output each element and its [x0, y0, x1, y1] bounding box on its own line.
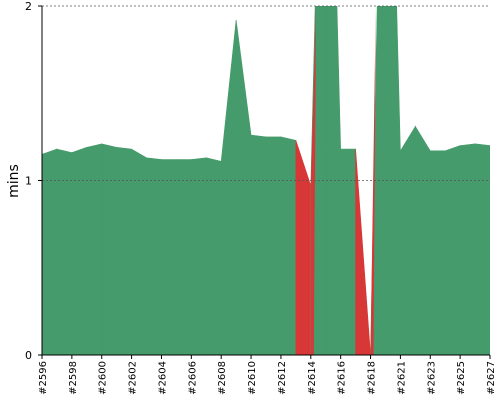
x-tick-label: #2596 [38, 361, 49, 395]
area-segment-2597 [42, 148, 58, 355]
x-tick-labels: #2596 #2598 #2600 #2602 #2604 #2606 #2608 #2610… [38, 355, 497, 395]
area-segment-2608 [205, 157, 222, 355]
x-tick-label: #2606 [187, 361, 198, 395]
x-tick-label: #2604 [157, 361, 168, 395]
y-tick-label: 1 [25, 175, 32, 188]
y-tick-label: 0 [25, 349, 32, 362]
area-segment-2625 [444, 145, 461, 355]
area-segment-2617 [340, 148, 356, 355]
area-segment-2613 [280, 136, 297, 355]
area-segment-2599 [71, 146, 88, 355]
x-tick-label: #2625 [456, 361, 467, 395]
area-segment-2609 [220, 19, 237, 355]
area-segment-2610 [235, 19, 252, 355]
x-tick-label: #2618 [367, 361, 378, 395]
area-segment-2611 [250, 134, 267, 355]
y-axis-label: mins [6, 164, 22, 198]
area-segment-2600 [86, 143, 103, 355]
area-series [42, 6, 490, 355]
area-segment-2624 [429, 150, 446, 355]
area-segment-2604 [146, 157, 162, 355]
x-tick-label: #2608 [217, 361, 228, 395]
x-tick-label: #2627 [486, 361, 497, 395]
area-segment-2614 [295, 140, 312, 355]
area-segment-2616 [325, 6, 341, 355]
area-segment-2607 [191, 157, 207, 355]
y-tick-labels: 0 1 2 [25, 0, 42, 362]
x-tick-label: #2612 [277, 361, 288, 395]
area-segment-2598 [56, 148, 73, 355]
area-segment-2602 [116, 147, 132, 355]
failure-spike-2618 [370, 6, 376, 355]
x-tick-label: #2621 [396, 361, 407, 395]
area-segment-2627 [474, 143, 490, 355]
x-tick-label: #2598 [68, 361, 79, 395]
area-segment-2623 [415, 125, 431, 355]
x-tick-label: #2614 [307, 361, 318, 395]
x-tick-label: #2600 [98, 361, 109, 395]
area-segment-2621 [385, 6, 401, 355]
area-segment-2626 [459, 143, 476, 355]
x-tick-label: #2610 [247, 361, 258, 395]
failure-spike-2614 [310, 6, 317, 355]
area-segment-2605 [161, 159, 177, 355]
area-segment-2622 [400, 125, 416, 355]
area-segment-2612 [265, 136, 282, 355]
area-segment-2606 [176, 159, 192, 355]
gridlines [42, 5, 490, 181]
y-tick-label: 2 [25, 0, 32, 13]
area-segment-2603 [131, 148, 147, 355]
x-tick-label: #2616 [337, 361, 348, 395]
area-segment-2618 [355, 149, 371, 355]
x-tick-label: #2602 [128, 361, 139, 395]
x-tick-label: #2623 [426, 361, 437, 395]
area-segment-2601 [101, 143, 117, 355]
